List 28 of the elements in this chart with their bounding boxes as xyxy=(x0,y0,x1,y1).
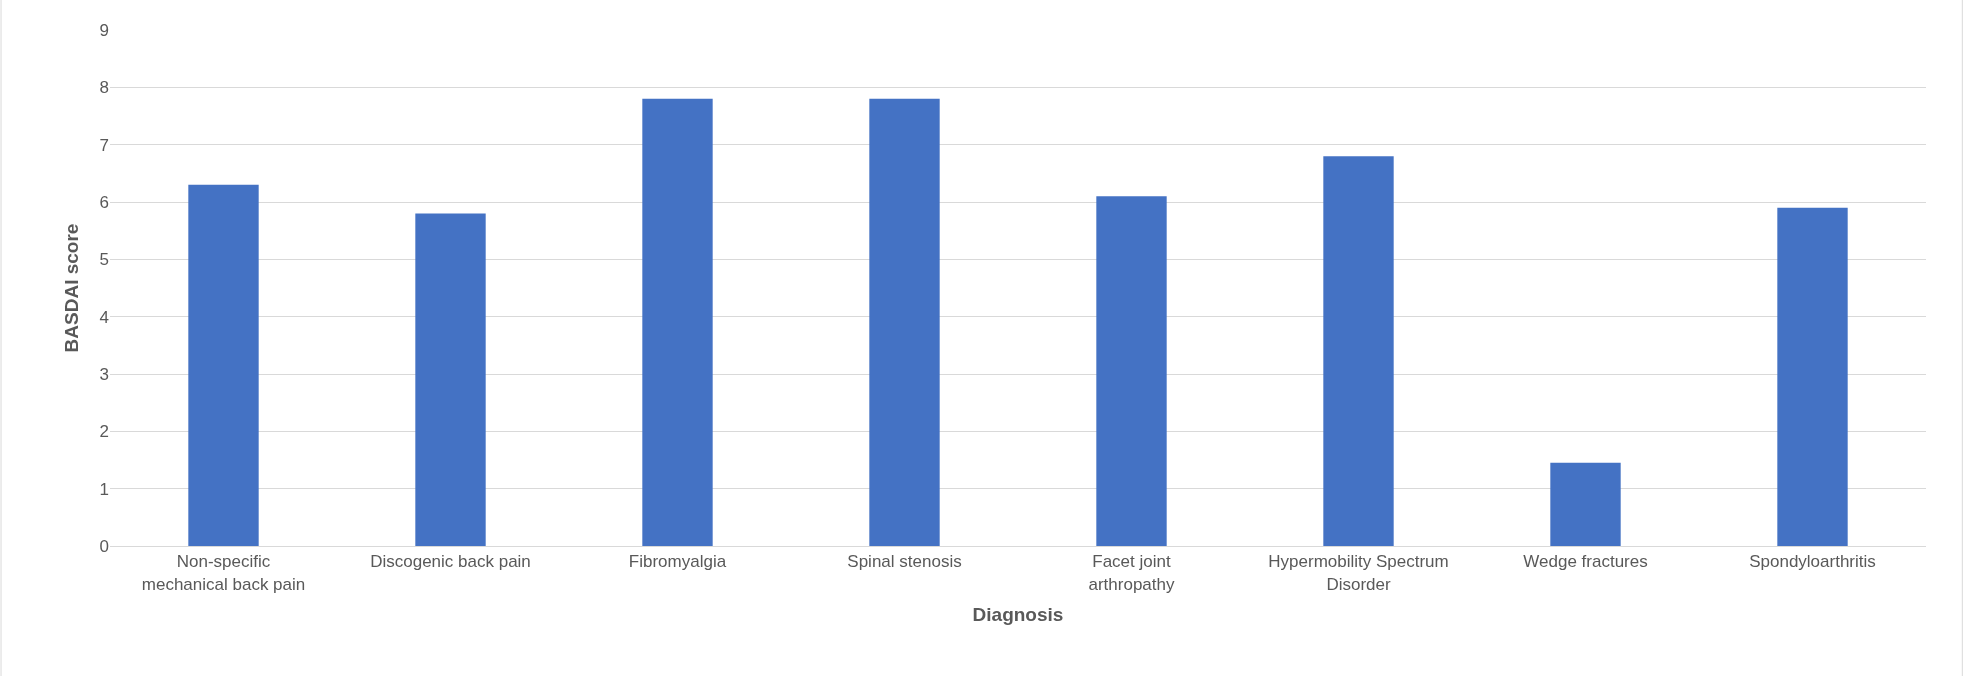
y-tick-label: 6 xyxy=(99,192,109,212)
x-tick-label: Fibromyalgia xyxy=(628,552,727,572)
y-tick-label: 1 xyxy=(99,479,109,499)
x-tick-label: Hypermobility Spectrum Disorder xyxy=(1268,552,1449,594)
x-tick-label: Non-specific mechanical back pain xyxy=(141,552,306,594)
x-tick-label: Discogenic back pain xyxy=(370,552,531,572)
bar xyxy=(1096,196,1167,546)
x-tick-label: Wedge fractures xyxy=(1523,552,1648,572)
x-tick-label: Facet joint arthropathy xyxy=(1088,552,1175,594)
bar xyxy=(1323,156,1394,546)
x-tick-label: Spinal stenosis xyxy=(847,552,962,572)
y-tick-label: 3 xyxy=(99,364,109,384)
y-axis-title: BASDAI score xyxy=(61,223,83,353)
bar xyxy=(188,184,259,546)
bar xyxy=(642,98,713,546)
y-tick-label: 7 xyxy=(99,135,109,155)
bar xyxy=(1550,462,1621,546)
bar xyxy=(415,213,486,546)
bar xyxy=(1777,207,1848,546)
y-tick-label: 8 xyxy=(99,78,109,98)
y-tick-label: 4 xyxy=(99,307,109,327)
y-tick-label: 2 xyxy=(99,422,109,442)
x-axis-title: Diagnosis xyxy=(972,604,1064,626)
bar xyxy=(869,98,940,546)
x-tick-label: Spondyloarthritis xyxy=(1749,552,1876,572)
y-tick-label: 5 xyxy=(99,250,109,270)
y-tick-label: 9 xyxy=(99,20,109,40)
y-tick-label: 0 xyxy=(99,536,109,556)
